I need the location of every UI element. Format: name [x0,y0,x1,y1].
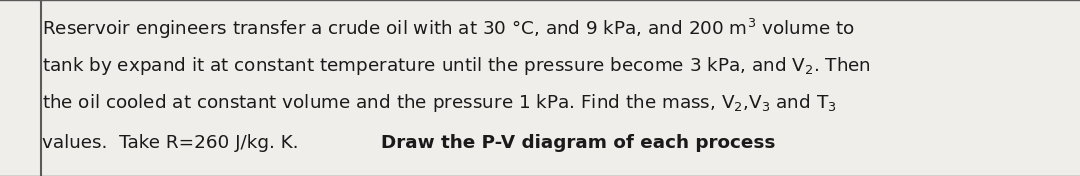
Text: Draw the P-V diagram of each process: Draw the P-V diagram of each process [380,134,775,152]
Text: tank by expand it at constant temperature until the pressure become 3 kPa, and $: tank by expand it at constant temperatur… [42,55,870,77]
Text: Reservoir engineers transfer a crude oil with at 30 °C, and 9 kPa, and 200 $m^3$: Reservoir engineers transfer a crude oil… [42,17,855,41]
Text: the oil cooled at constant volume and the pressure 1 kPa. Find the mass, $V_2$,$: the oil cooled at constant volume and th… [42,92,837,114]
Text: values.  Take R=260 J/kg. K.: values. Take R=260 J/kg. K. [42,134,305,152]
